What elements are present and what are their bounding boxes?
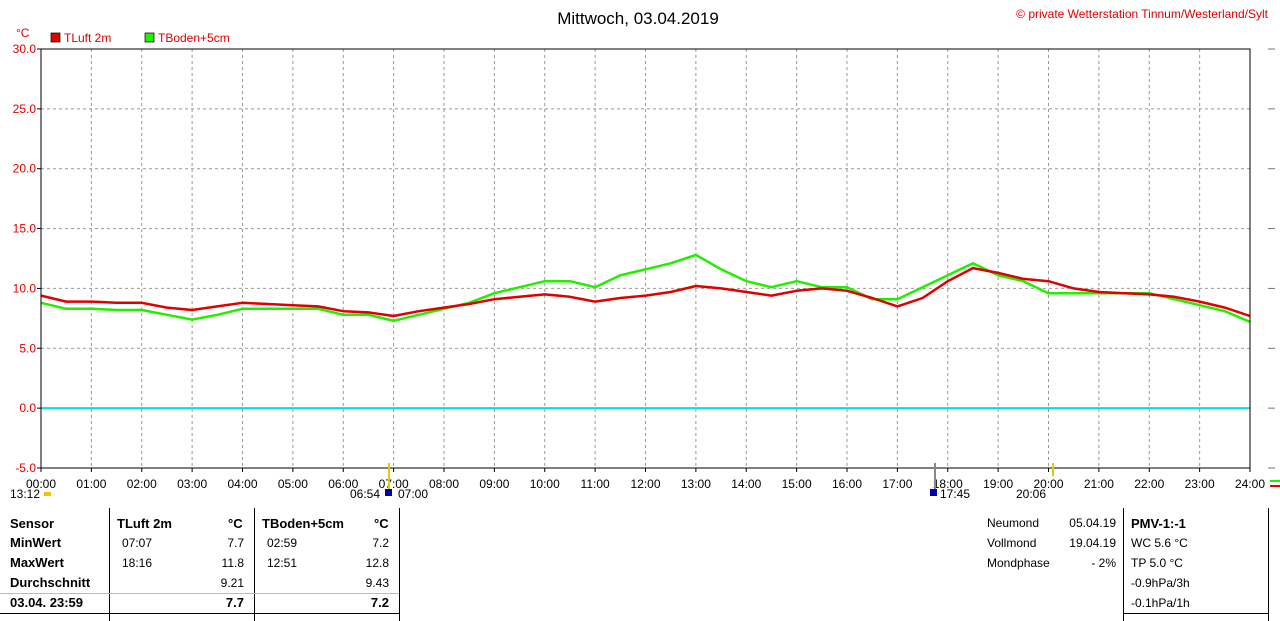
x-tick-label: 14:00 bbox=[731, 477, 761, 491]
row-label-sensor: Sensor bbox=[10, 516, 55, 531]
sunset-icon bbox=[930, 489, 937, 496]
pmv-windchill: WC 5.6 °C bbox=[1131, 536, 1188, 550]
table-bottom-line-left bbox=[0, 613, 399, 614]
left-time-icon bbox=[44, 492, 51, 496]
x-tick-label: 07:00 bbox=[379, 477, 409, 491]
y-tick-label: 0.0 bbox=[19, 401, 36, 415]
moon-value-full: 19.04.19 bbox=[1069, 536, 1116, 550]
x-tick-label: 13:00 bbox=[681, 477, 711, 491]
x-tick-label: 22:00 bbox=[1134, 477, 1164, 491]
x-tick-label: 23:00 bbox=[1185, 477, 1215, 491]
col1-header: TLuft 2m bbox=[117, 516, 172, 531]
chart-title: Mittwoch, 03.04.2019 bbox=[557, 9, 719, 28]
moon-label-full: Vollmond bbox=[987, 536, 1037, 550]
col1-unit: °C bbox=[228, 516, 243, 531]
x-tick-label: 00:00 bbox=[26, 477, 56, 491]
y-tick-label: 25.0 bbox=[13, 102, 37, 116]
y-tick-label: 30.0 bbox=[13, 42, 37, 56]
pmv-pressure-1h: -0.1hPa/1h bbox=[1131, 596, 1190, 610]
x-tick-label: 03:00 bbox=[177, 477, 207, 491]
temperature-chart: Mittwoch, 03.04.2019 © private Wettersta… bbox=[10, 7, 1280, 501]
y-tick-label: 20.0 bbox=[13, 162, 37, 176]
table-divider-5 bbox=[1268, 508, 1269, 621]
chart-grid bbox=[41, 49, 1250, 468]
below-left-time: 13:12 bbox=[10, 487, 40, 501]
x-tick-label: 16:00 bbox=[832, 477, 862, 491]
legend-label-tboden: TBoden+5cm bbox=[158, 31, 230, 45]
y-unit-label: °C bbox=[16, 26, 30, 40]
x-tick-label: 04:00 bbox=[227, 477, 257, 491]
table-divider-2 bbox=[254, 508, 255, 621]
x-tick-label: 20:00 bbox=[1033, 477, 1063, 491]
y-tick-label: 15.0 bbox=[13, 222, 37, 236]
col1-avg: 9.21 bbox=[220, 576, 244, 590]
col1-max-time: 18:16 bbox=[122, 556, 153, 570]
row-label-last: 03.04. 23:59 bbox=[10, 595, 84, 610]
x-tick-label: 10:00 bbox=[530, 477, 560, 491]
x-tick-label: 09:00 bbox=[479, 477, 509, 491]
series-line-1 bbox=[40, 253, 1251, 324]
x-axis-ticks: 00:00 01:00 02:00 03:00 04:00 05:00 06:00 07:00… bbox=[26, 468, 1265, 491]
y-tick-label: 5.0 bbox=[19, 341, 36, 355]
col1-min: 7.7 bbox=[227, 536, 244, 550]
y-tick-label: 10.0 bbox=[13, 281, 37, 295]
series-line-0 bbox=[40, 266, 1251, 318]
moon-label-phase: Mondphase bbox=[987, 556, 1050, 570]
below-sunrise2-time: 07:00 bbox=[398, 487, 428, 501]
x-tick-label: 08:00 bbox=[429, 477, 459, 491]
x-tick-label: 05:00 bbox=[278, 477, 308, 491]
col2-last: 7.2 bbox=[370, 595, 389, 610]
sunrise-icon bbox=[385, 489, 392, 496]
legend-swatch-tluft bbox=[50, 32, 61, 43]
plot-frame bbox=[40, 48, 1251, 469]
y-tick-label: -5.0 bbox=[15, 461, 36, 475]
x-tick-label: 19:00 bbox=[983, 477, 1013, 491]
row-label-max: MaxWert bbox=[10, 555, 64, 570]
x-tick-label: 17:00 bbox=[882, 477, 912, 491]
table-divider-3 bbox=[399, 508, 400, 621]
below-sunset-time: 17:45 bbox=[940, 487, 970, 501]
col2-min: 7.2 bbox=[372, 536, 389, 550]
col1-min-time: 07:07 bbox=[122, 536, 153, 550]
table-row-separator bbox=[0, 593, 399, 594]
legend-label-tluft: TLuft 2m bbox=[64, 31, 111, 45]
y-axis-ticks: 30.0 25.0 20.0 15.0 10.0 5.0 0.0 -5.0 bbox=[13, 42, 1275, 475]
chart-series bbox=[40, 253, 1251, 410]
statistics-table: Sensor MinWert MaxWert Durchschnitt 03.0… bbox=[0, 508, 1280, 621]
col2-header: TBoden+5cm bbox=[262, 516, 344, 531]
moon-value-new: 05.04.19 bbox=[1069, 516, 1116, 530]
row-label-avg: Durchschnitt bbox=[10, 575, 91, 590]
x-tick-label: 21:00 bbox=[1084, 477, 1114, 491]
x-tick-label: 12:00 bbox=[630, 477, 660, 491]
col2-max-time: 12:51 bbox=[267, 556, 298, 570]
moon-label-new: Neumond bbox=[987, 516, 1040, 530]
table-bottom-line-right bbox=[1123, 613, 1268, 614]
pmv-header: PMV-1:-1 bbox=[1131, 516, 1186, 531]
pmv-dewpoint: TP 5.0 °C bbox=[1131, 556, 1183, 570]
below-sunrise-time: 06:54 bbox=[350, 487, 380, 501]
x-tick-label: 18:00 bbox=[933, 477, 963, 491]
row-label-min: MinWert bbox=[10, 535, 62, 550]
col2-min-time: 02:59 bbox=[267, 536, 298, 550]
x-tick-label: 02:00 bbox=[127, 477, 157, 491]
x-tick-label: 11:00 bbox=[581, 477, 610, 491]
pmv-pressure-3h: -0.9hPa/3h bbox=[1131, 576, 1190, 590]
col1-max: 11.8 bbox=[221, 556, 244, 570]
col2-max: 12.8 bbox=[365, 556, 389, 570]
col2-avg: 9.43 bbox=[365, 576, 389, 590]
x-tick-label: 06:00 bbox=[328, 477, 358, 491]
table-divider-1 bbox=[109, 508, 110, 621]
x-tick-label: 24:00 bbox=[1235, 477, 1265, 491]
col1-last: 7.7 bbox=[225, 595, 244, 610]
table-divider-4 bbox=[1123, 508, 1124, 621]
below-right-time: 20:06 bbox=[1016, 487, 1046, 501]
x-tick-label: 15:00 bbox=[782, 477, 812, 491]
legend-swatch-tboden bbox=[144, 32, 155, 43]
copyright-note: © private Wetterstation Tinnum/Westerlan… bbox=[1016, 7, 1269, 21]
moon-value-phase: - 2% bbox=[1091, 556, 1116, 570]
x-tick-label: 01:00 bbox=[76, 477, 106, 491]
col2-unit: °C bbox=[374, 516, 389, 531]
